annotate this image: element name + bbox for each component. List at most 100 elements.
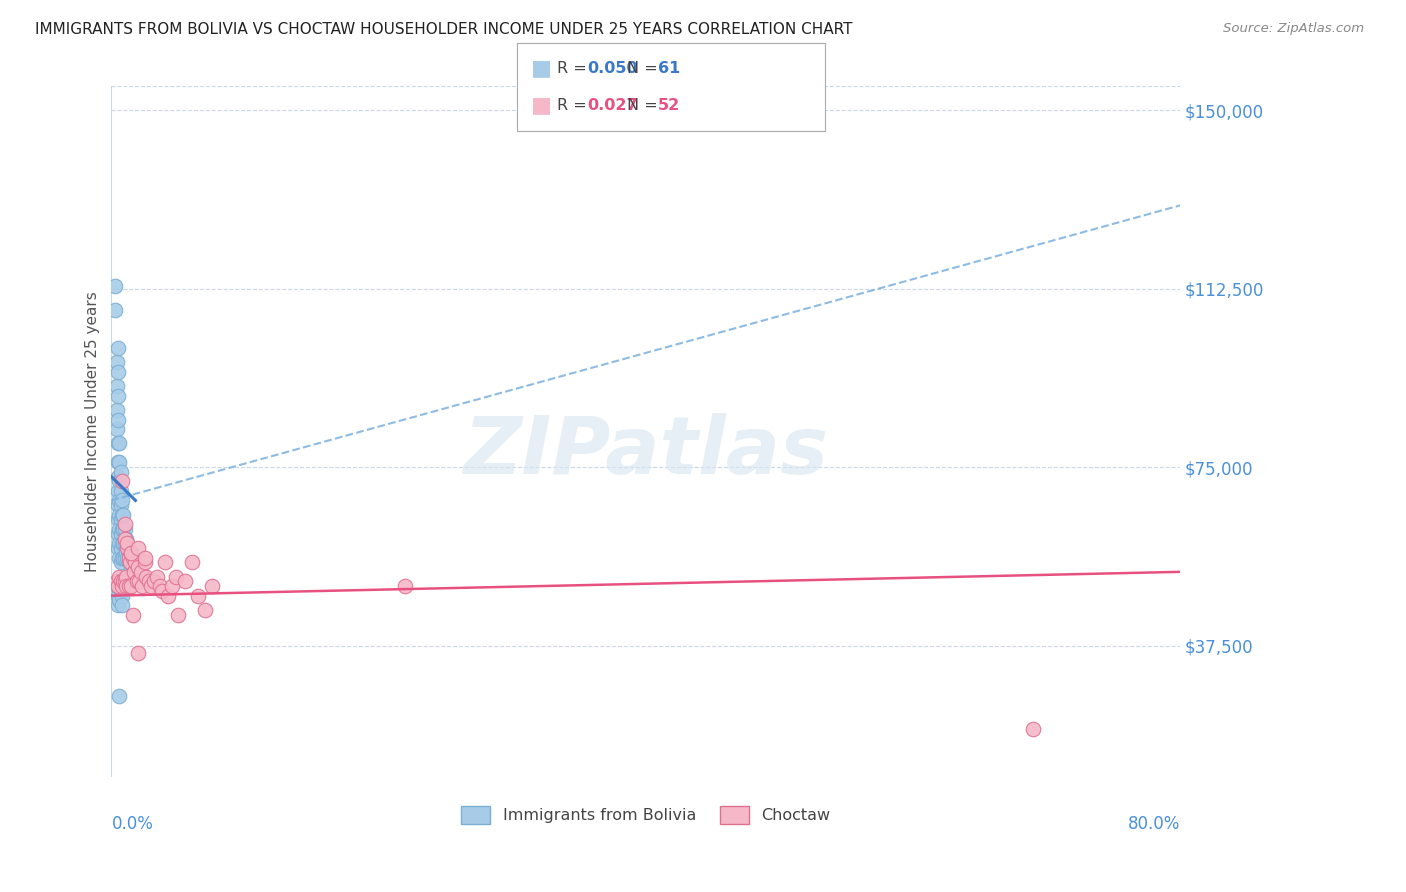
Point	[110, 498, 132, 512]
Point	[143, 574, 166, 589]
Text: 80.0%: 80.0%	[1128, 814, 1180, 832]
Point	[120, 560, 142, 574]
Point	[156, 589, 179, 603]
Point	[111, 493, 134, 508]
Point	[187, 589, 209, 603]
Point	[108, 689, 131, 703]
Point	[105, 355, 128, 369]
Point	[127, 541, 149, 555]
Point	[108, 569, 131, 583]
Legend: Immigrants from Bolivia, Choctaw: Immigrants from Bolivia, Choctaw	[454, 799, 837, 830]
Point	[110, 483, 132, 498]
Point	[107, 483, 129, 498]
Point	[111, 536, 134, 550]
Point	[112, 536, 135, 550]
Point	[131, 579, 153, 593]
Point	[120, 546, 142, 560]
Point	[107, 389, 129, 403]
Point	[108, 436, 131, 450]
Point	[122, 565, 145, 579]
Point	[165, 569, 187, 583]
Point	[120, 579, 142, 593]
Point	[105, 403, 128, 417]
Point	[128, 574, 150, 589]
Point	[117, 550, 139, 565]
Point	[107, 589, 129, 603]
Point	[1022, 722, 1045, 736]
Point	[120, 555, 142, 569]
Point	[115, 546, 138, 560]
Point	[118, 546, 141, 560]
Point	[108, 522, 131, 536]
Point	[108, 550, 131, 565]
Point	[104, 279, 127, 293]
Point	[134, 550, 156, 565]
Point	[118, 579, 141, 593]
Point	[108, 475, 131, 489]
Point	[148, 579, 170, 593]
Text: ZIPatlas: ZIPatlas	[464, 413, 828, 491]
Point	[112, 574, 135, 589]
Point	[110, 555, 132, 569]
Point	[105, 579, 128, 593]
Point	[104, 303, 127, 318]
Point	[111, 522, 134, 536]
Text: 0.0%: 0.0%	[111, 814, 153, 832]
Point	[111, 475, 134, 489]
Point	[174, 574, 197, 589]
Text: N =: N =	[627, 98, 664, 113]
Point	[107, 365, 129, 379]
Point	[105, 574, 128, 589]
Point	[114, 522, 136, 536]
Point	[127, 646, 149, 660]
Point	[107, 455, 129, 469]
Point	[129, 565, 152, 579]
Point	[112, 550, 135, 565]
Point	[134, 555, 156, 569]
Point	[110, 541, 132, 555]
Point	[108, 536, 131, 550]
Text: ■: ■	[531, 58, 553, 78]
Point	[150, 583, 173, 598]
Point	[194, 603, 217, 617]
Point	[107, 512, 129, 526]
Point	[125, 574, 148, 589]
Point	[114, 574, 136, 589]
Point	[114, 550, 136, 565]
Point	[114, 536, 136, 550]
Point	[121, 565, 143, 579]
Point	[117, 536, 139, 550]
Point	[127, 560, 149, 574]
Point	[180, 555, 202, 569]
Text: R =: R =	[557, 61, 592, 76]
Point	[110, 526, 132, 541]
Point	[121, 550, 143, 565]
Point	[153, 555, 176, 569]
Text: N =: N =	[627, 61, 664, 76]
Point	[110, 583, 132, 598]
Point	[107, 526, 129, 541]
Point	[108, 593, 131, 607]
Y-axis label: Householder Income Under 25 years: Householder Income Under 25 years	[86, 291, 100, 572]
Point	[110, 465, 132, 479]
Point	[117, 536, 139, 550]
Point	[107, 498, 129, 512]
Text: 0.027: 0.027	[588, 98, 638, 113]
Point	[115, 532, 138, 546]
Point	[120, 546, 142, 560]
Point	[107, 412, 129, 426]
Point	[110, 512, 132, 526]
Text: 0.050: 0.050	[588, 61, 638, 76]
Text: 52: 52	[658, 98, 681, 113]
Point	[115, 579, 138, 593]
Point	[121, 607, 143, 622]
Point	[105, 379, 128, 393]
Point	[112, 508, 135, 522]
Point	[138, 574, 160, 589]
Point	[108, 455, 131, 469]
Point	[110, 574, 132, 589]
Point	[124, 555, 146, 569]
Point	[118, 550, 141, 565]
Point	[111, 508, 134, 522]
Point	[111, 598, 134, 612]
